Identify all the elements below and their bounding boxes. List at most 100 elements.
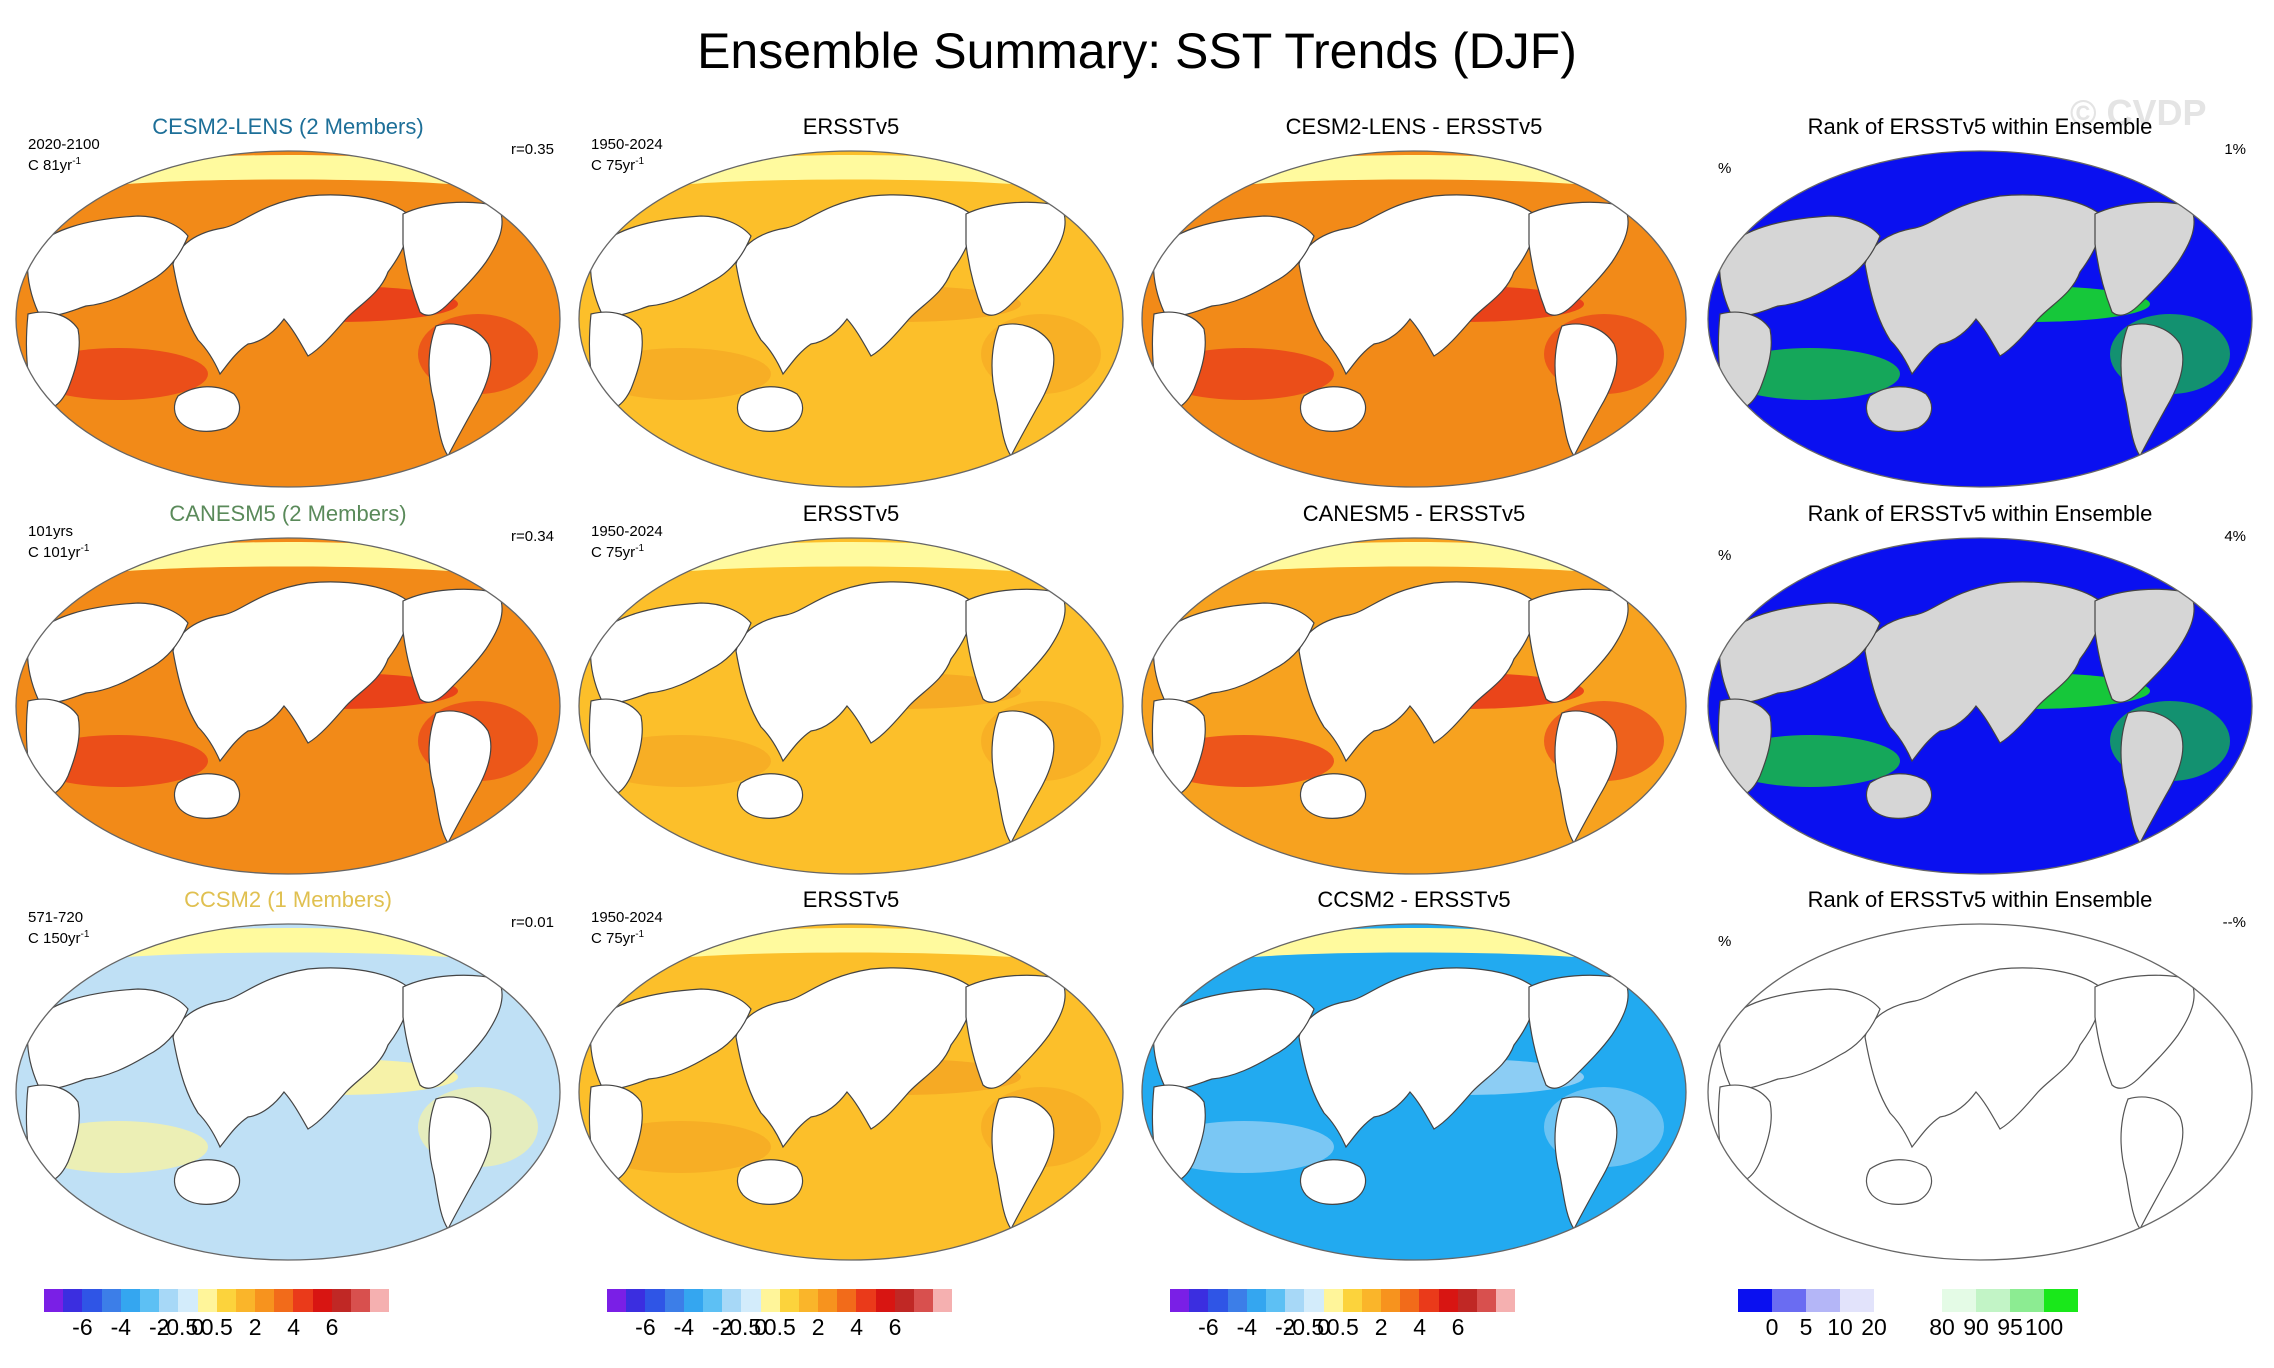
colorbar-swatches	[607, 1289, 953, 1312]
colorbar-swatch	[159, 1289, 179, 1312]
world-map	[1141, 537, 1687, 875]
colorbar-tick-label: -2	[1274, 1314, 1296, 1340]
landmass-asia	[1864, 581, 2102, 763]
map-border	[578, 150, 1124, 488]
colorbar-swatches	[44, 1289, 390, 1312]
panel-title: ERSSTv5	[802, 114, 900, 139]
cvdp-watermark: © CVDP	[2070, 92, 2207, 133]
landmass-nam	[965, 974, 1066, 1089]
landmass-sam	[1554, 710, 1618, 845]
panel-model-row2: CANESM5 (2 Members) 101yrs C 101yr-1 r=0.34	[8, 501, 568, 881]
colorbar-tick-label: 95	[1997, 1314, 2023, 1340]
colorbar-labels: -6 -4 -2 -0.5 0 0.5 2 4 6	[607, 1312, 953, 1342]
landmass-asia	[735, 194, 973, 376]
landmass-aus	[173, 773, 241, 819]
colorbar-swatch	[1457, 1289, 1477, 1312]
colorbar-tick-label: 4	[287, 1314, 300, 1340]
panel-title: CESM2-LENS (2 Members)	[152, 114, 424, 139]
landmass-nam	[402, 974, 503, 1089]
colorbar-swatch	[1189, 1289, 1209, 1312]
colorbar-tick-label: -4	[673, 1314, 695, 1340]
panel-title: ERSSTv5	[802, 501, 900, 526]
colorbar-swatch	[1419, 1289, 1439, 1312]
colorbar-swatch	[1304, 1289, 1324, 1312]
landmass-asia	[735, 581, 973, 763]
colorbar-tick-label: -6	[72, 1314, 93, 1340]
year-range: 571-720	[28, 909, 84, 926]
sea-ice	[128, 155, 448, 184]
colorbar-tick-label: 0	[754, 1314, 767, 1340]
colorbar-labels: 0 5 10 20 80 90 95 100	[1738, 1312, 2078, 1342]
colorbar-swatch	[274, 1289, 294, 1312]
colorbar-swatch	[1738, 1289, 1772, 1312]
panel-subtitle-left: 571-720 C 150yr-1	[28, 909, 89, 947]
map-border	[1707, 923, 2253, 1261]
colorbar-swatch	[331, 1289, 351, 1312]
panel-subtitle-left: 101yrs C 101yr-1	[28, 523, 89, 561]
colorbar-tick-label: 0	[191, 1314, 204, 1340]
rank-percent-value: 1%	[2224, 141, 2246, 158]
panel-title: CCSM2 - ERSSTv5	[1317, 887, 1511, 912]
colorbar-swatch	[197, 1289, 217, 1312]
colorbar-tick-label: 90	[1963, 1314, 1989, 1340]
colorbar-swatch	[312, 1289, 332, 1312]
colorbar-obs: -6 -4 -2 -0.5 0 0.5 2 4 6	[607, 1289, 953, 1342]
colorbar-swatch	[120, 1289, 140, 1312]
colorbar-labels: -6 -4 -2 -0.5 0 0.5 2 4 6	[1170, 1312, 1516, 1342]
world-map	[15, 923, 561, 1261]
panel-subtitle-left: 1950-2024 C 75yr-1	[591, 523, 663, 561]
panel-subtitle-left: 2020-2100 C 81yr-1	[28, 136, 100, 174]
colorbar-tick-label: -6	[1198, 1314, 1219, 1340]
panel-title: Rank of ERSSTv5 within Ensemble	[1807, 887, 2153, 912]
sea-ice	[1254, 542, 1574, 571]
landmass-asia	[172, 967, 410, 1149]
sea-ice	[1254, 928, 1574, 957]
colorbar-tick-label: 5	[1799, 1314, 1813, 1340]
landmass-nam	[1528, 588, 1629, 703]
colorbar-swatch	[894, 1289, 914, 1312]
panel-title: CANESM5 (2 Members)	[169, 501, 407, 526]
landmass-aus	[173, 1159, 241, 1205]
colorbar-tick-label: 4	[850, 1314, 863, 1340]
panel-subtitle-left: 1950-2024 C 75yr-1	[591, 909, 663, 947]
panel-rank-row1: Rank of ERSSTv5 within Ensemble 1%%	[1700, 114, 2260, 494]
world-map	[1707, 537, 2253, 875]
colorbar-swatch	[1772, 1289, 1806, 1312]
colorbar-tick-label: -0.5	[1284, 1314, 1325, 1340]
colorbar-tick-label: -0.5	[721, 1314, 762, 1340]
colorbar-swatch	[645, 1289, 665, 1312]
trend-units-exponent: -1	[72, 156, 82, 167]
trend-units: C 75yr	[591, 930, 636, 947]
colorbar-swatch	[101, 1289, 121, 1312]
colorbar-swatch	[702, 1289, 723, 1312]
panel-rank-row2: Rank of ERSSTv5 within Ensemble 4%%	[1700, 501, 2260, 881]
landmass-aus	[173, 386, 241, 432]
trend-units-exponent: -1	[635, 929, 645, 940]
colorbar-tick-label: 6	[888, 1314, 902, 1340]
landmass-sam	[428, 1096, 492, 1231]
colorbar-tick-label: -6	[635, 1314, 656, 1340]
pattern-correlation: r=0.34	[511, 528, 554, 545]
colorbar-tick-label: 0.5	[763, 1314, 796, 1340]
colorbar-swatch	[2010, 1289, 2044, 1312]
colorbar-swatch	[235, 1289, 256, 1312]
landmass-sam	[2120, 1096, 2184, 1231]
year-range: 1950-2024	[591, 523, 663, 540]
world-map	[1707, 150, 2253, 488]
world-map	[578, 923, 1124, 1261]
sea-ice	[691, 155, 1011, 184]
colorbar-rank: 0 5 10 20 80 90 95 100	[1738, 1289, 2078, 1342]
colorbar-swatch	[779, 1289, 799, 1312]
landmass-nam	[965, 201, 1066, 316]
landmass-aus	[1299, 773, 1367, 819]
colorbar-swatch	[82, 1289, 102, 1312]
rank-percent-label: %	[1718, 547, 1732, 564]
colorbar-swatch	[664, 1289, 684, 1312]
map-border	[15, 150, 561, 488]
map-border	[15, 537, 561, 875]
landmass-aus	[1299, 1159, 1367, 1205]
colorbar-swatch	[178, 1289, 198, 1312]
colorbar-tick-label: 2	[248, 1314, 262, 1340]
map-border	[1141, 537, 1687, 875]
rank-percent-label: %	[1718, 160, 1732, 177]
